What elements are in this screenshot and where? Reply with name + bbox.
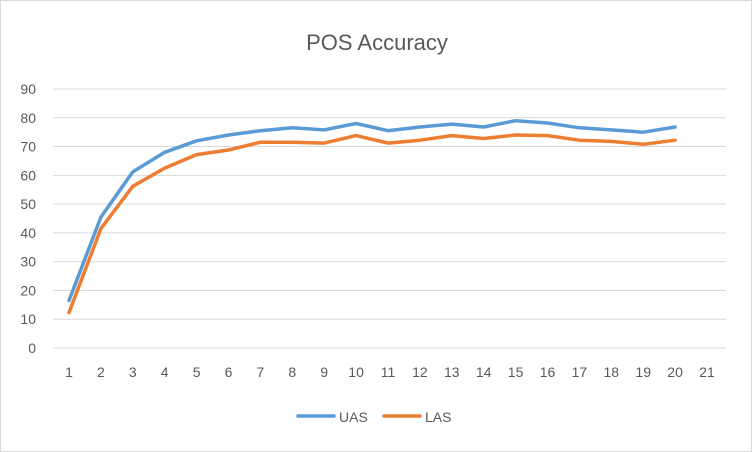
series-lines [67, 118, 677, 315]
grid-lines [53, 88, 726, 349]
x-tick-label: 18 [604, 364, 620, 380]
y-tick-label: 60 [20, 167, 36, 183]
x-tick-label: 12 [412, 364, 428, 380]
y-tick-label: 70 [20, 139, 36, 155]
legend-label-uas: UAS [339, 409, 368, 425]
y-tick-label: 80 [20, 110, 36, 126]
x-tick-label: 5 [193, 364, 201, 380]
series-line-uas [67, 118, 677, 303]
y-tick-label: 10 [20, 311, 36, 327]
x-tick-label: 7 [257, 364, 265, 380]
x-tick-label: 20 [667, 364, 683, 380]
chart-title: POS Accuracy [306, 30, 448, 55]
legend-label-las: LAS [425, 409, 451, 425]
x-tick-label: 3 [129, 364, 137, 380]
legend: UAS LAS [296, 409, 451, 425]
x-tick-label: 13 [444, 364, 460, 380]
x-tick-label: 16 [540, 364, 556, 380]
y-tick-label: 40 [20, 225, 36, 241]
x-tick-label: 1 [65, 364, 73, 380]
x-tick-label: 14 [476, 364, 492, 380]
series-line-las [67, 133, 677, 315]
x-tick-label: 19 [635, 364, 651, 380]
x-tick-label: 4 [161, 364, 169, 380]
y-axis-ticks: 0 10 20 30 40 50 60 70 80 90 [20, 81, 36, 356]
x-tick-label: 8 [288, 364, 296, 380]
y-tick-label: 30 [20, 254, 36, 270]
y-tick-label: 90 [20, 81, 36, 97]
x-tick-label: 15 [508, 364, 524, 380]
x-tick-label: 2 [97, 364, 105, 380]
y-tick-label: 0 [28, 340, 36, 356]
x-tick-label: 10 [348, 364, 364, 380]
x-tick-label: 21 [699, 364, 715, 380]
y-tick-label: 50 [20, 196, 36, 212]
x-tick-label: 9 [320, 364, 328, 380]
x-axis-ticks: 1 2 3 4 5 6 7 8 9 10 11 12 13 14 15 16 17 18 19 20 21 [65, 364, 715, 380]
x-tick-label: 11 [381, 364, 396, 380]
x-tick-label: 17 [572, 364, 588, 380]
y-tick-label: 20 [20, 282, 36, 298]
x-tick-label: 6 [225, 364, 233, 380]
